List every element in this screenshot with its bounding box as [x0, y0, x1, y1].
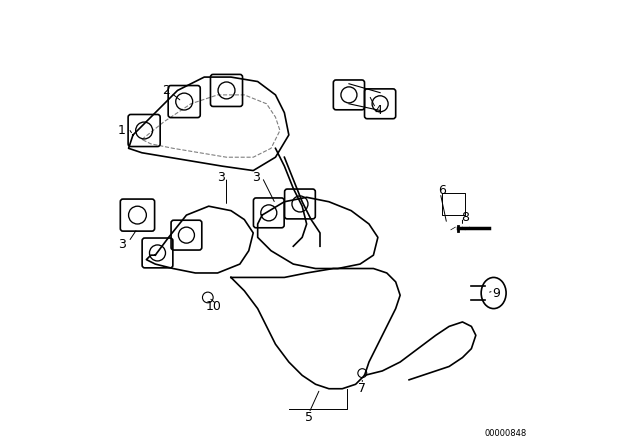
Text: 2: 2 — [163, 84, 170, 97]
Text: 3: 3 — [118, 237, 126, 250]
Text: 3: 3 — [252, 171, 260, 184]
Text: 3: 3 — [217, 171, 225, 184]
Text: 9: 9 — [492, 287, 500, 300]
Text: 4: 4 — [375, 104, 383, 117]
Text: 1: 1 — [118, 124, 126, 137]
Text: 10: 10 — [206, 300, 222, 313]
Text: 6: 6 — [438, 184, 446, 197]
Text: 5: 5 — [305, 411, 313, 424]
Text: 8: 8 — [461, 211, 468, 224]
Text: 7: 7 — [358, 382, 366, 395]
Text: 00000848: 00000848 — [484, 429, 527, 438]
